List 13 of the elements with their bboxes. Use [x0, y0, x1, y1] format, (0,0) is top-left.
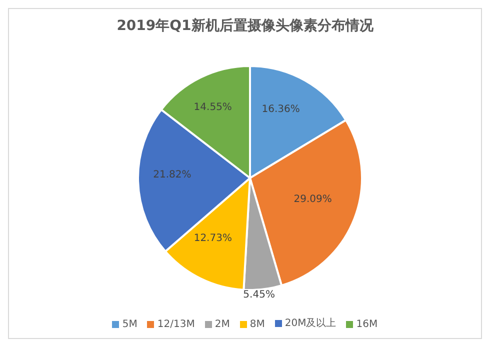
data-label: 5.45%	[243, 290, 275, 301]
data-label: 16.36%	[262, 104, 300, 116]
data-label: 12.73%	[194, 232, 232, 244]
chart-title: 2019年Q1新机后置摄像头像素分布情况	[116, 17, 374, 35]
data-label: 14.55%	[194, 102, 232, 114]
legend-label: 12/13M	[156, 319, 195, 330]
legend-label: 16M	[355, 319, 378, 330]
legend-label: 5M	[121, 319, 138, 330]
data-label: 29.09%	[294, 194, 332, 205]
legend-label: 2M	[214, 319, 230, 330]
legend-label: 8M	[248, 319, 265, 330]
data-label: 21.82%	[153, 170, 192, 181]
legend-label: 20M及以上	[284, 316, 336, 330]
